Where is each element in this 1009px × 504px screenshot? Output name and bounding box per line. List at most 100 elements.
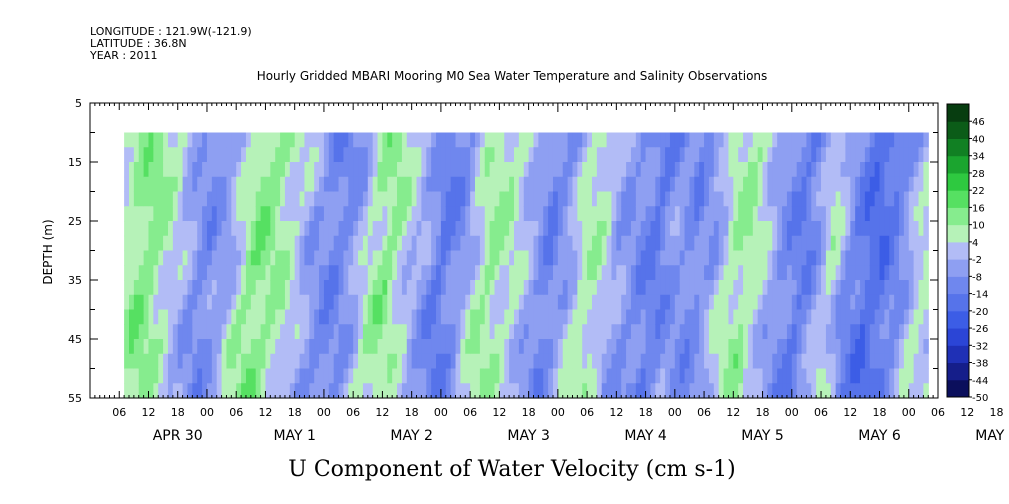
heatmap-cell — [504, 265, 510, 281]
heatmap-cell — [860, 162, 866, 178]
heatmap-cell — [923, 235, 929, 252]
heatmap-cell — [436, 221, 442, 237]
heatmap-cell — [747, 353, 754, 370]
heatmap-cell — [591, 147, 598, 163]
heatmap-cell — [265, 309, 271, 325]
heatmap-cell — [280, 324, 286, 340]
heatmap-cell — [221, 162, 228, 178]
heatmap-cell — [284, 132, 291, 148]
heatmap-cell — [406, 206, 413, 222]
heatmap-cell — [202, 147, 208, 163]
heatmap-cell — [738, 383, 744, 399]
heatmap-cell — [445, 235, 452, 252]
heatmap-cell — [738, 294, 744, 311]
heatmap-cell — [533, 191, 539, 207]
heatmap-cell — [723, 162, 730, 178]
heatmap-cell — [538, 221, 544, 237]
heatmap-cell — [752, 221, 759, 237]
heatmap-cell — [148, 265, 154, 281]
heatmap-cell — [796, 191, 803, 207]
heatmap-cell — [562, 309, 569, 325]
heatmap-cell — [660, 132, 666, 148]
heatmap-cell — [411, 294, 418, 311]
heatmap-cell — [879, 176, 885, 193]
heatmap-cell — [923, 191, 929, 207]
heatmap-cell — [509, 162, 515, 178]
heatmap-cell — [392, 339, 398, 355]
heatmap-cell — [889, 176, 895, 193]
heatmap-cell — [158, 235, 164, 252]
heatmap-cell — [284, 280, 291, 296]
heatmap-cell — [674, 294, 681, 311]
heatmap-cell — [475, 353, 481, 370]
heatmap-cell — [757, 250, 764, 266]
heatmap-cell — [640, 206, 647, 222]
heatmap-cell — [221, 339, 228, 355]
heatmap-cell — [172, 206, 179, 222]
heatmap-cell — [635, 265, 642, 281]
heatmap-cell — [840, 280, 846, 296]
heatmap-cell — [348, 294, 354, 311]
heatmap-cell — [382, 265, 388, 281]
heatmap-cell — [163, 368, 169, 384]
heatmap-cell — [899, 147, 905, 163]
heatmap-cell — [250, 368, 257, 384]
x-tick-label: 12 — [375, 406, 389, 419]
heatmap-cell — [660, 191, 666, 207]
heatmap-cell — [733, 162, 739, 178]
heatmap-cell — [299, 353, 306, 370]
heatmap-cell — [367, 309, 374, 325]
heatmap-cell — [913, 132, 920, 148]
heatmap-cell — [309, 309, 315, 325]
heatmap-cell — [699, 221, 705, 237]
heatmap-cell — [811, 265, 817, 281]
heatmap-cell — [821, 176, 827, 193]
heatmap-cell — [299, 280, 306, 296]
heatmap-cell — [855, 368, 861, 384]
heatmap-cell — [665, 162, 671, 178]
heatmap-cell — [221, 176, 228, 193]
heatmap-cell — [704, 294, 710, 311]
heatmap-cell — [187, 147, 193, 163]
heatmap-cell — [655, 176, 661, 193]
heatmap-cell — [358, 176, 364, 193]
heatmap-cell — [923, 147, 929, 163]
heatmap-cell — [704, 339, 710, 355]
heatmap-cell — [743, 309, 749, 325]
heatmap-cell — [655, 353, 661, 370]
heatmap-cell — [450, 206, 457, 222]
heatmap-cell — [840, 294, 846, 311]
heatmap-cell — [328, 206, 335, 222]
heatmap-cell — [840, 353, 846, 370]
heatmap-cell — [392, 250, 398, 266]
heatmap-cell — [153, 206, 159, 222]
heatmap-cell — [894, 309, 900, 325]
heatmap-cell — [694, 309, 700, 325]
heatmap-cell — [372, 191, 379, 207]
heatmap-cell — [743, 250, 749, 266]
heatmap-cell — [514, 280, 520, 296]
colorbar-swatch — [947, 190, 969, 208]
heatmap-cell — [270, 280, 276, 296]
heatmap-cell — [514, 250, 520, 266]
heatmap-cell — [591, 383, 598, 399]
heatmap-cell — [923, 309, 929, 325]
heatmap-cell — [192, 191, 198, 207]
heatmap-cell — [128, 265, 135, 281]
heatmap-cell — [533, 368, 539, 384]
heatmap-cell — [626, 221, 632, 237]
heatmap-cell — [543, 191, 549, 207]
heatmap-cell — [616, 309, 622, 325]
heatmap-cell — [401, 132, 408, 148]
x-day-label: MAY 3 — [507, 428, 549, 444]
heatmap-cell — [548, 368, 554, 384]
heatmap-cell — [752, 383, 759, 399]
heatmap-cell — [640, 191, 647, 207]
heatmap-cell — [630, 235, 637, 252]
heatmap-cell — [231, 221, 237, 237]
heatmap-cell — [421, 324, 427, 340]
heatmap-cell — [216, 250, 223, 266]
heatmap-cell — [377, 191, 384, 207]
heatmap-cell — [606, 147, 613, 163]
